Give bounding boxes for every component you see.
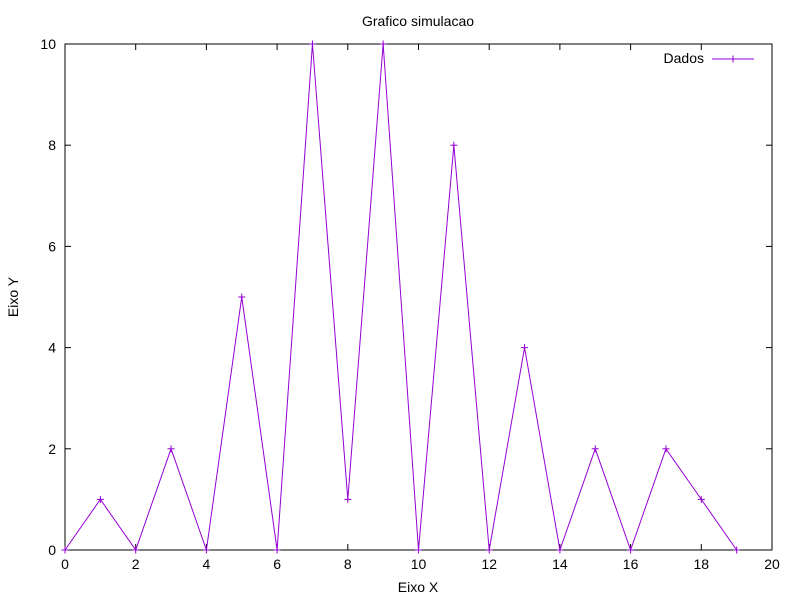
axes: 0 2 4 6 8 10 12 14 16 18 20 0 2 4 6 8 10 (40, 36, 780, 572)
data-point (627, 546, 635, 554)
data-point (273, 546, 281, 554)
legend-swatch-marker (729, 55, 737, 63)
plot-area-border (64, 43, 773, 551)
data-point (308, 40, 316, 48)
x-tick-label: 4 (203, 556, 211, 572)
data-point (238, 293, 246, 301)
legend: Dados (664, 50, 754, 66)
data-point (697, 495, 705, 503)
chart-title: Grafico simulacao (362, 13, 474, 29)
x-tick-label: 16 (623, 556, 639, 572)
x-tick-label: 10 (411, 556, 427, 572)
y-tick-label: 8 (48, 137, 56, 153)
legend-label-dados: Dados (664, 50, 704, 66)
x-tick-label: 2 (132, 556, 140, 572)
data-point (132, 546, 140, 554)
data-point (556, 546, 564, 554)
series-layer (61, 40, 741, 554)
data-point (379, 40, 387, 48)
data-point (662, 445, 670, 453)
data-point (485, 546, 493, 554)
y-tick-label: 2 (48, 441, 56, 457)
x-axis-label: Eixo X (398, 579, 439, 595)
data-point (167, 445, 175, 453)
data-point (344, 495, 352, 503)
x-tick-label: 12 (481, 556, 497, 572)
x-tick-label: 0 (61, 556, 69, 572)
x-tick-label: 18 (694, 556, 710, 572)
y-tick-label: 0 (48, 542, 56, 558)
data-point (450, 141, 458, 149)
data-point (415, 546, 422, 554)
data-point (591, 445, 599, 453)
y-axis-label: Eixo Y (5, 276, 21, 317)
x-tick-label: 8 (344, 556, 352, 572)
x-tick-label: 20 (764, 556, 780, 572)
data-point (521, 344, 529, 352)
data-point (733, 546, 741, 554)
x-tick-label: 6 (273, 556, 281, 572)
data-point (202, 546, 210, 554)
series-line-dados (64, 43, 738, 552)
y-tick-label: 4 (48, 340, 56, 356)
data-point (96, 495, 104, 503)
y-tick-label: 10 (40, 36, 56, 52)
x-tick-label: 14 (552, 556, 568, 572)
y-tick-label: 6 (48, 238, 56, 254)
data-point (61, 546, 69, 554)
